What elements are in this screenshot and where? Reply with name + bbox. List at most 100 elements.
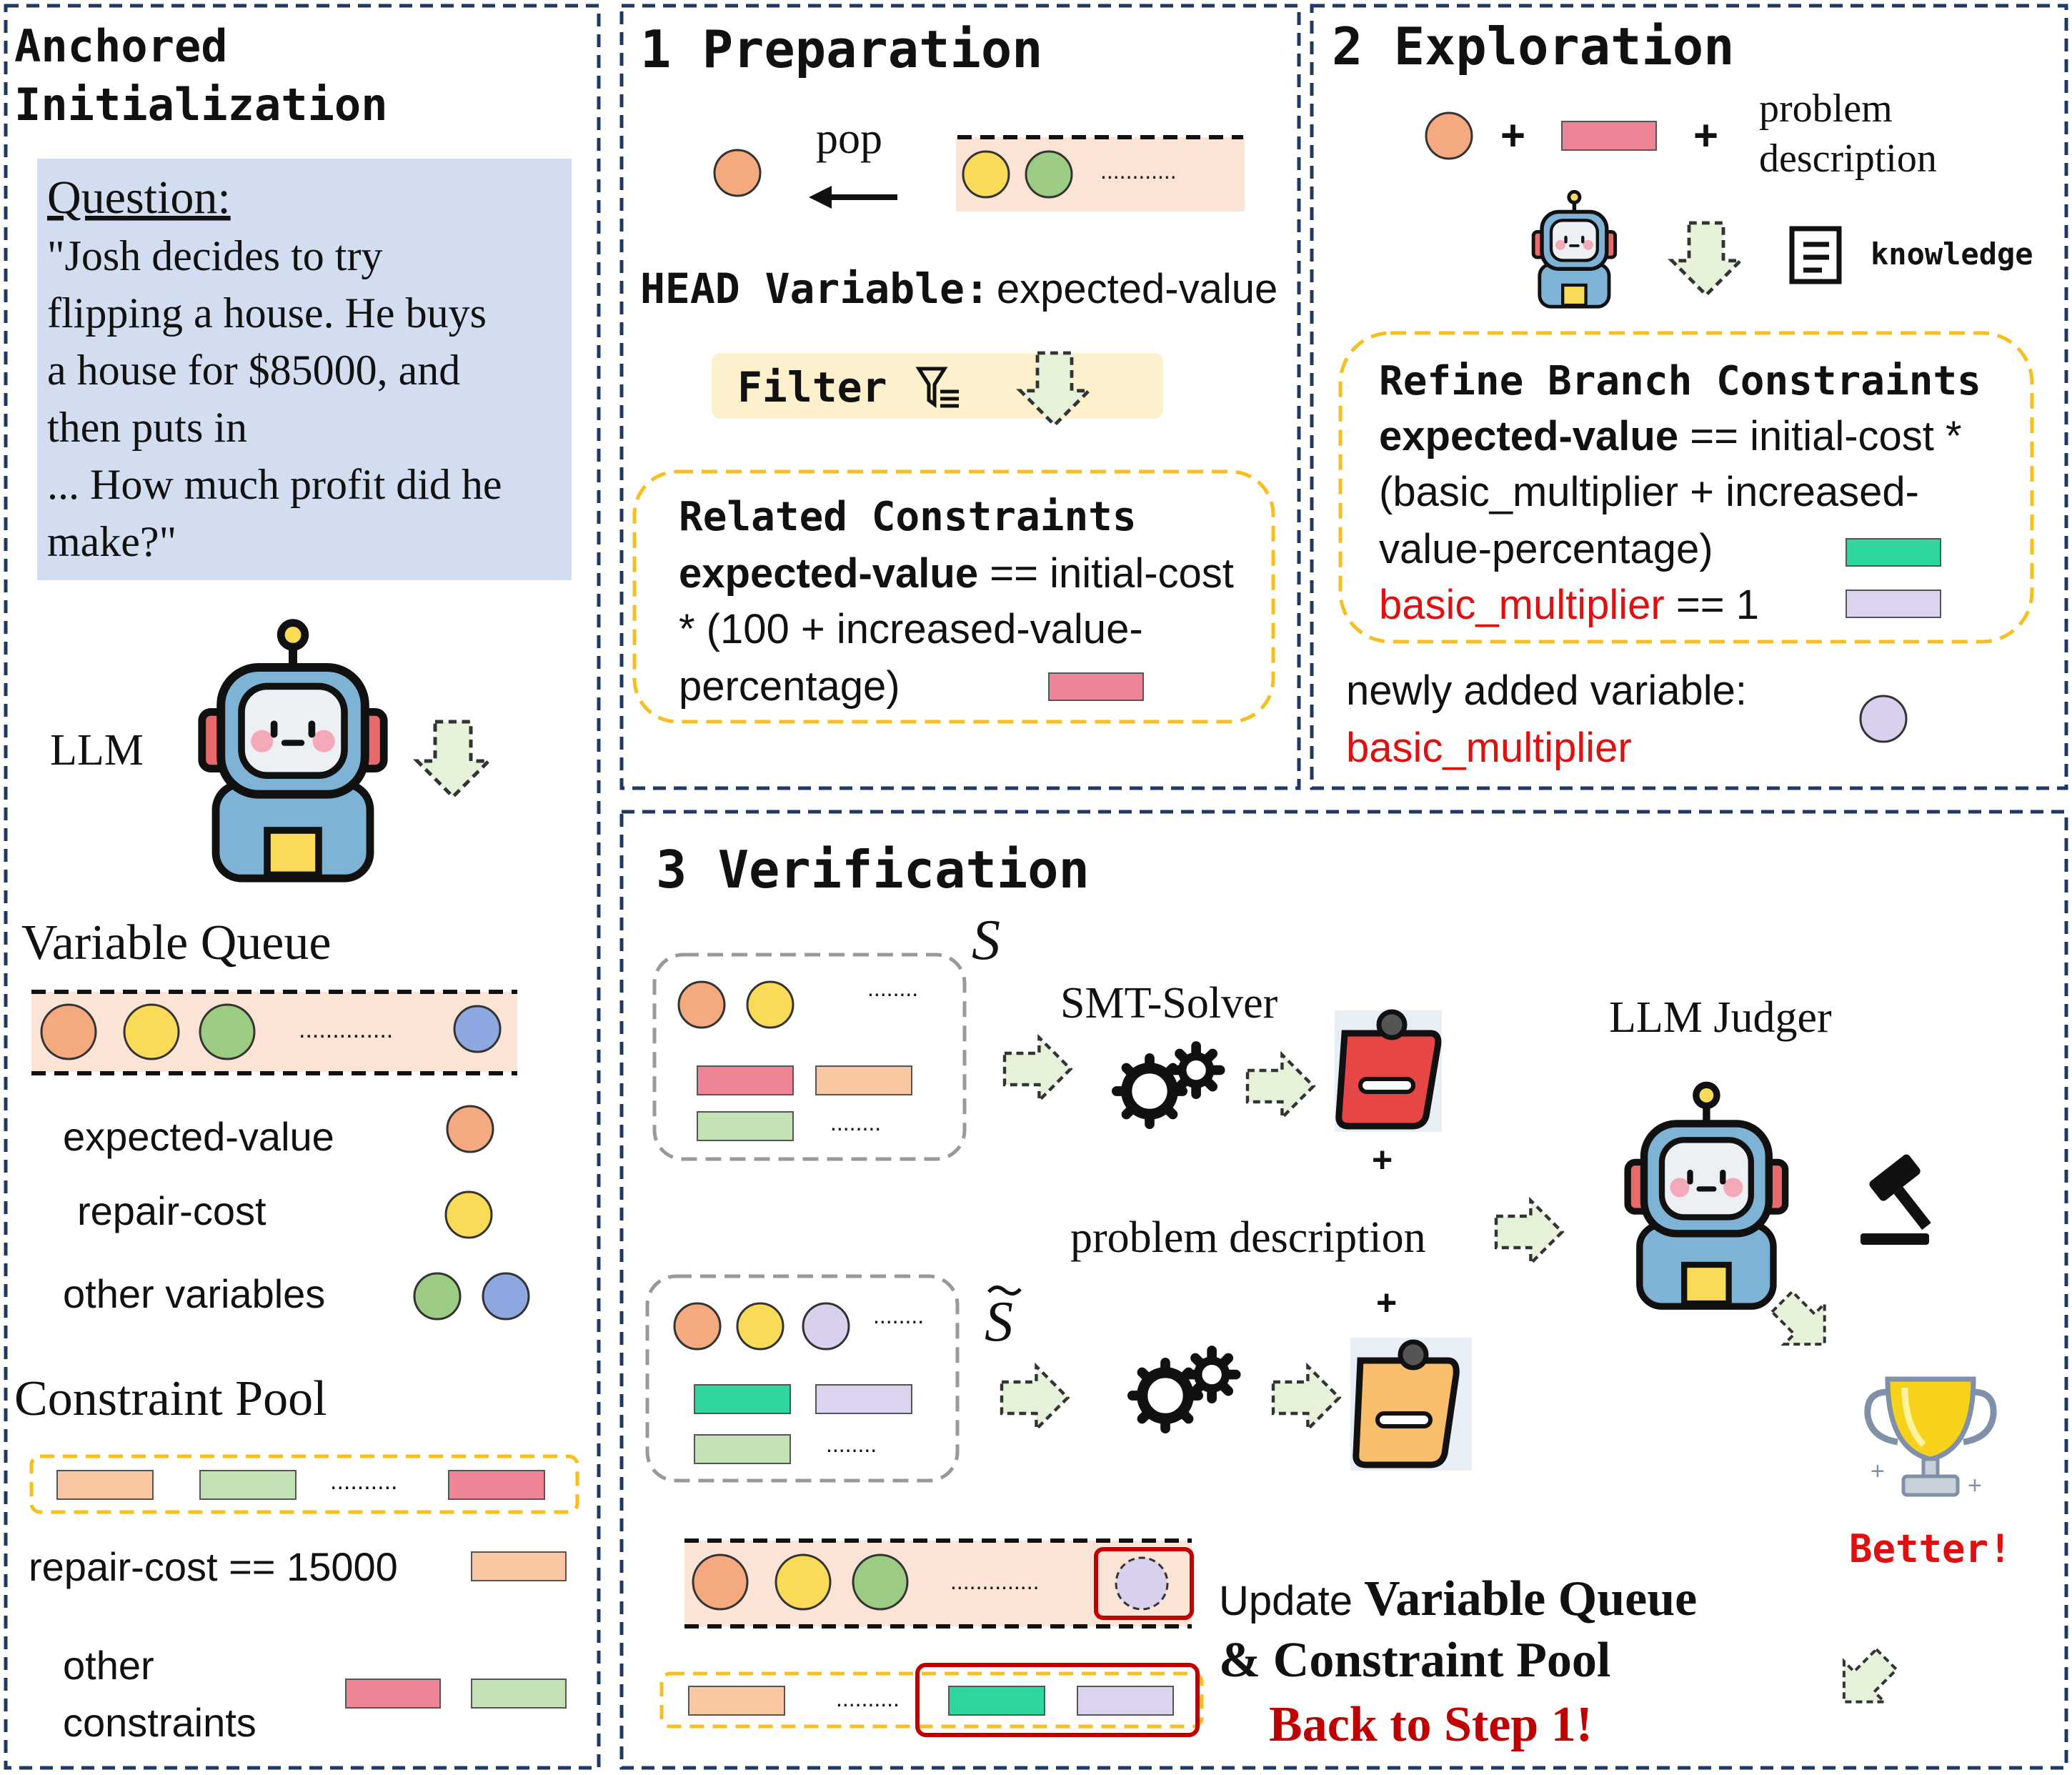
question-line-4: then puts in (47, 404, 247, 451)
variable-queue-title: Variable Queue (21, 915, 331, 970)
gears-icon-2 (1132, 1351, 1236, 1428)
s-dot-yellow (746, 980, 795, 1029)
explore-down-arrow-icon (1672, 223, 1740, 295)
queue-dot-green (199, 1003, 256, 1060)
problem-desc-line1: problem (1759, 86, 1893, 131)
up-chip-teal (948, 1686, 1045, 1716)
refine-line-3: value-percentage) (1379, 526, 1713, 572)
queue-dots: .............. (299, 1016, 393, 1043)
newly-value: basic_multiplier (1346, 725, 1632, 771)
head-variable-line: HEAD Variable: expected-value (640, 264, 1277, 313)
tilde-mark (987, 1286, 1022, 1296)
st-right-arrow-icon (1002, 1366, 1067, 1429)
panel-verification: 3 Verification S ........ ........ SMT-S… (645, 840, 2012, 1752)
filter-icon (915, 367, 959, 408)
related-constraints-box (632, 469, 1275, 724)
related-line-1: expected-value == initial-cost (679, 550, 1234, 597)
related-chip-pink (1048, 672, 1144, 701)
smt-solver-label: SMT-Solver (1060, 979, 1278, 1028)
other-chip-lightgreen (471, 1679, 567, 1709)
prep-queue-dot-green (1025, 150, 1073, 199)
judger-robot-icon (1628, 1085, 1785, 1306)
s-dots-2: ........ (830, 1110, 881, 1135)
problem-right-arrow-icon (1496, 1200, 1562, 1263)
trophy-plus-right: + (1968, 1472, 1982, 1499)
gears-icon-1 (1117, 1046, 1220, 1124)
constraint-chip-peach (471, 1551, 567, 1581)
s-tilde-set-box (645, 1274, 960, 1483)
better-label: Better! (1849, 1526, 2012, 1571)
refine-red: basic_multiplier (1379, 582, 1665, 628)
newly-label: newly added variable: (1346, 667, 1747, 714)
legend-dot-blue (482, 1272, 530, 1321)
up-chip-peach (688, 1686, 785, 1716)
pop-label: pop (816, 114, 882, 163)
pop-arrow-icon (809, 186, 897, 209)
popped-dot-orange (713, 149, 762, 197)
panel-exploration: 2 Exploration + + problem description kn… (1332, 16, 2034, 771)
newly-dot-lavender (1859, 695, 1908, 743)
up-dots: .......... (836, 1686, 900, 1711)
s-set-box (652, 953, 967, 1161)
s-dot-orange (677, 980, 726, 1029)
refine-chip-teal (1846, 538, 1941, 567)
explore-dot-orange (1425, 111, 1473, 160)
st-dot-orange (673, 1302, 722, 1351)
question-line-2: flipping a house. He buys (47, 289, 487, 337)
legend-dot-orange (446, 1105, 494, 1153)
uq-dot-green (852, 1553, 909, 1611)
panel-anchored-border (4, 4, 601, 1770)
legend-expected-value: expected-value (63, 1114, 334, 1159)
anchored-title-line1: Anchored (14, 20, 228, 72)
st-dot-lavender (802, 1302, 850, 1351)
s-dots-1: ........ (867, 975, 918, 1001)
uq-dot-orange (692, 1553, 749, 1611)
constraint-pool-box (29, 1454, 579, 1514)
problem-description-label: problem description (1070, 1213, 1426, 1262)
refine-line-2: (basic_multiplier + increased- (1379, 469, 1919, 515)
queue-dot-blue (453, 1005, 502, 1053)
up-chip-lavender (1077, 1686, 1174, 1716)
question-box (37, 159, 572, 580)
knowledge-doc-icon (1789, 226, 1842, 284)
preparation-queue-strip: ............ (956, 135, 1245, 212)
st-dots-2: ........ (826, 1431, 877, 1457)
pool-chip-peach (56, 1470, 154, 1500)
refine-line-4: basic_multiplier == 1 (1379, 582, 1759, 628)
constraint-pool-title: Constraint Pool (14, 1371, 327, 1426)
update-line-2: & Constraint Pool (1219, 1633, 1610, 1688)
back-to-step-label: Back to Step 1! (1269, 1697, 1593, 1752)
variable-queue-strip: .............. (31, 990, 517, 1075)
panel-exploration-border (1310, 4, 2068, 790)
trophy-plus-left: + (1871, 1458, 1885, 1485)
question-line-6: make?" (47, 518, 176, 565)
s-chip-peach (815, 1065, 912, 1095)
refine-chip-lavender (1846, 590, 1941, 618)
related-rest1: == initial-cost (978, 550, 1234, 597)
legend-dot-yellow (444, 1190, 493, 1239)
clipboard-red-icon (1335, 1009, 1442, 1132)
s-symbol: S (972, 909, 1000, 972)
s-tilde-symbol: S (985, 1291, 1013, 1353)
uq-dot-yellow (774, 1553, 832, 1611)
other-constraints-line2: constraints (63, 1700, 256, 1745)
s-chip-pink (697, 1065, 794, 1095)
question-line-1: "Josh decides to try (47, 232, 382, 279)
panel-preparation-border (619, 4, 1301, 790)
panel-borders (4, 4, 2068, 1770)
legend-repair-cost: repair-cost (77, 1188, 267, 1233)
down-arrow-icon (417, 722, 489, 797)
updated-queue-strip: .............. (684, 1538, 1194, 1629)
refine-line-1: expected-value == initial-cost * (1379, 413, 1962, 459)
knowledge-label: knowledge (1871, 237, 2033, 272)
constraint-repair-cost: repair-cost == 15000 (29, 1544, 398, 1589)
explore-chip-pink (1561, 121, 1657, 151)
update-prefix: Update (1219, 1578, 1364, 1624)
plus-lower: + (1376, 1283, 1397, 1323)
robot-icon (202, 623, 384, 879)
clipboard-orange-icon (1350, 1338, 1472, 1471)
refine-title: Refine Branch Constraints (1379, 358, 1981, 404)
solver-right-arrow-icon-1 (1247, 1055, 1313, 1118)
exploration-title: 2 Exploration (1332, 16, 1735, 76)
